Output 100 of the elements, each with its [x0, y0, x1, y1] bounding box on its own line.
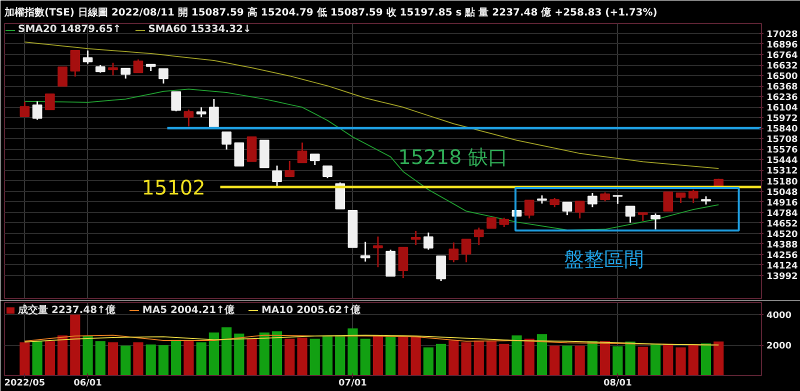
bar [297, 338, 308, 376]
bar [57, 335, 68, 376]
bar [625, 342, 636, 376]
candlestick [461, 238, 472, 263]
annotation: 盤整區間 [564, 246, 644, 271]
candlestick [284, 160, 295, 178]
candlestick [486, 217, 496, 229]
candlestick [310, 153, 320, 166]
bar [372, 335, 383, 376]
y-tick-label: 16896 [766, 40, 798, 50]
candlestick [171, 91, 182, 112]
bar [82, 336, 93, 376]
bar [676, 347, 686, 376]
candlestick [70, 50, 80, 78]
candlestick [688, 188, 698, 204]
candlestick [297, 142, 308, 164]
bar [120, 346, 131, 376]
candlestick [588, 192, 598, 208]
bar [600, 341, 610, 376]
legend-label: SMA20 14879.65↑ [18, 24, 122, 35]
bar [360, 338, 370, 376]
y-tick-label: 15312 [766, 166, 798, 177]
candlestick [436, 255, 446, 282]
legend-label: SMA60 15334.32↓ [148, 24, 252, 35]
candlestick [82, 50, 93, 65]
candlestick [524, 200, 534, 220]
y-tick-label: 15972 [766, 114, 798, 124]
bar [663, 344, 674, 376]
candlestick [196, 106, 206, 118]
bar [486, 340, 497, 376]
candlestick [209, 98, 219, 130]
annotation: 15218 缺口 [398, 144, 508, 169]
bar [474, 340, 484, 376]
bar [44, 341, 55, 376]
candlestick [184, 108, 194, 128]
bar [335, 335, 346, 376]
y-tick-label: 16368 [766, 82, 798, 93]
y-tick-label: 15840 [766, 124, 798, 135]
bar [272, 331, 282, 376]
candlestick [398, 246, 408, 279]
candlestick [322, 165, 332, 179]
bar [562, 346, 572, 376]
bar [222, 327, 232, 376]
y-tick-label: 17028 [766, 30, 798, 40]
x-tick-label: 06/01 [74, 378, 102, 388]
y-tick-label: 14520 [766, 230, 798, 240]
legend-label: MA10 2005.62↑億 [261, 304, 360, 317]
y-tick-label: 14124 [766, 261, 798, 272]
candlestick [373, 236, 383, 268]
candlestick [574, 200, 585, 220]
bar [574, 346, 585, 376]
bar [410, 336, 421, 376]
bar [284, 338, 295, 376]
bar [196, 342, 206, 376]
chart-title: 加權指數(TSE) 日線圖 2022/08/11 開 15087.59 高 15204.79 低 15087.59 收 15197.85 s 點 量 2237.48 億 +258.83 (+1.73%) [4, 6, 658, 18]
y-tick-label: 13992 [766, 272, 798, 282]
candlestick [108, 62, 118, 76]
x-tick-label: 08/01 [604, 378, 632, 388]
bar [20, 342, 30, 376]
bar [524, 338, 534, 376]
bar [512, 335, 522, 376]
y-tick-label: 2000 [766, 342, 792, 352]
bar [171, 340, 182, 376]
candlestick [562, 201, 572, 216]
ref-line-label: 15102 [142, 175, 206, 200]
candlestick [120, 68, 131, 80]
bar [587, 341, 598, 376]
y-tick-label: 15444 [766, 156, 798, 166]
y-tick-label: 14784 [766, 208, 798, 219]
candlestick [663, 192, 674, 212]
candlestick [360, 241, 370, 262]
bar [95, 341, 106, 376]
candlestick [133, 58, 144, 74]
bar [310, 338, 320, 376]
candlestick [222, 131, 232, 150]
candlestick [676, 192, 686, 204]
y-tick-label: 16500 [766, 72, 798, 82]
y-tick-label: 14916 [766, 198, 798, 208]
bar [714, 341, 724, 376]
y-tick-label: 15576 [766, 146, 798, 156]
bar [234, 334, 244, 376]
bar [398, 336, 408, 376]
candlestick [20, 100, 30, 118]
legend-label: 成交量 2237.48↑億 [18, 303, 116, 317]
bar [184, 340, 194, 376]
candlestick [650, 212, 660, 230]
y-tick-label: 16104 [766, 104, 798, 114]
bar [436, 344, 446, 376]
bar [638, 346, 648, 376]
bar [499, 344, 510, 376]
y-tick-label: 14652 [766, 219, 798, 230]
candlestick [158, 68, 168, 84]
bar [461, 342, 472, 376]
bar [700, 343, 712, 376]
candlestick [625, 205, 636, 224]
x-tick-label: 07/01 [338, 378, 367, 388]
candlestick [32, 100, 42, 121]
y-tick-label: 15708 [766, 135, 798, 146]
legend-label: MA5 2004.21↑億 [142, 304, 234, 317]
bar [146, 344, 156, 376]
